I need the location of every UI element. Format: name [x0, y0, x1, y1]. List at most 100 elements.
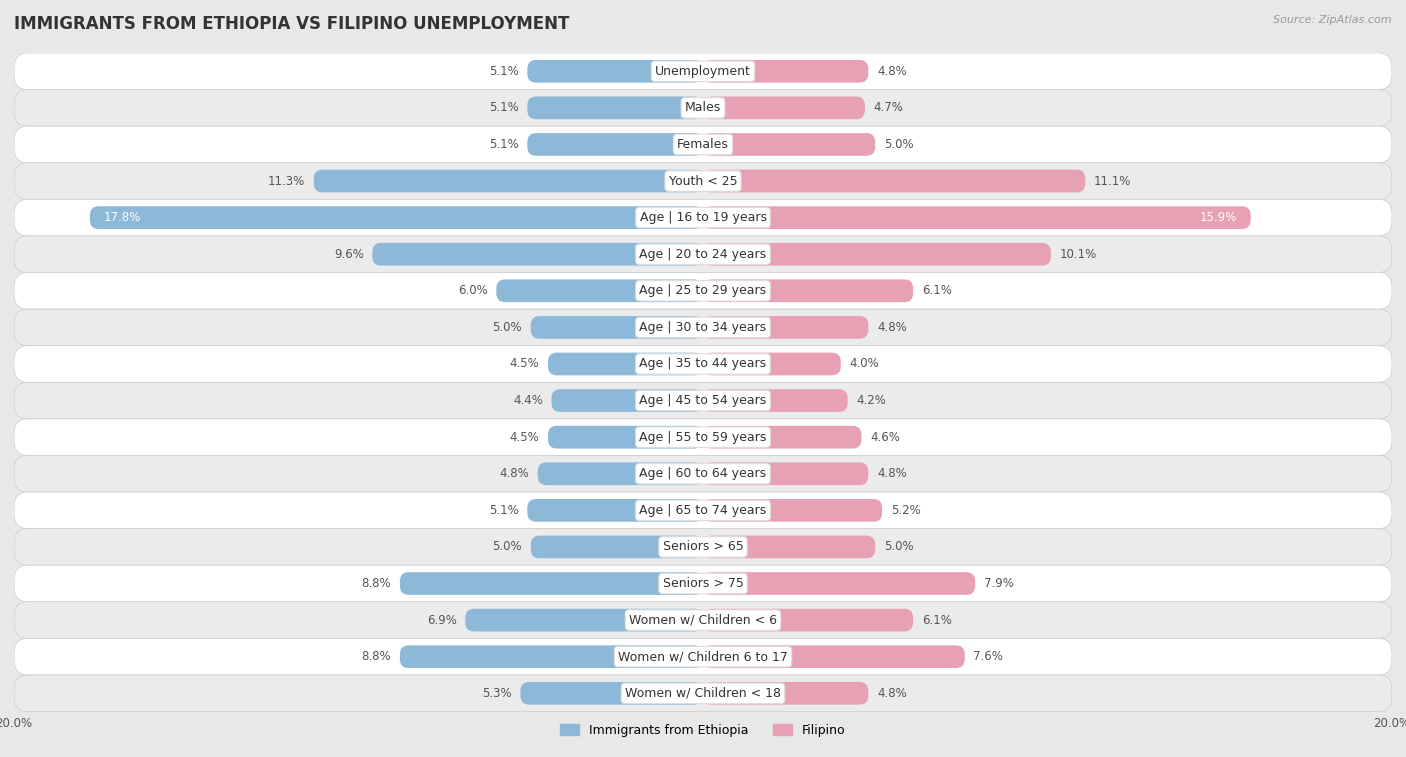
- FancyBboxPatch shape: [399, 646, 703, 668]
- Text: 4.5%: 4.5%: [509, 357, 540, 370]
- Text: 4.8%: 4.8%: [877, 65, 907, 78]
- Text: 9.6%: 9.6%: [333, 248, 364, 260]
- FancyBboxPatch shape: [703, 243, 1050, 266]
- Text: 4.8%: 4.8%: [877, 687, 907, 699]
- Text: 17.8%: 17.8%: [104, 211, 141, 224]
- Text: Age | 20 to 24 years: Age | 20 to 24 years: [640, 248, 766, 260]
- Text: 4.7%: 4.7%: [873, 101, 904, 114]
- FancyBboxPatch shape: [14, 163, 1392, 199]
- Text: Age | 35 to 44 years: Age | 35 to 44 years: [640, 357, 766, 370]
- FancyBboxPatch shape: [703, 682, 869, 705]
- Text: 5.1%: 5.1%: [489, 504, 519, 517]
- Text: Age | 25 to 29 years: Age | 25 to 29 years: [640, 285, 766, 298]
- Text: Age | 30 to 34 years: Age | 30 to 34 years: [640, 321, 766, 334]
- Text: 4.2%: 4.2%: [856, 394, 886, 407]
- Text: 5.1%: 5.1%: [489, 65, 519, 78]
- Text: 10.1%: 10.1%: [1060, 248, 1097, 260]
- FancyBboxPatch shape: [703, 353, 841, 375]
- FancyBboxPatch shape: [703, 170, 1085, 192]
- Text: 5.2%: 5.2%: [891, 504, 921, 517]
- FancyBboxPatch shape: [14, 236, 1392, 273]
- Text: 4.5%: 4.5%: [509, 431, 540, 444]
- FancyBboxPatch shape: [527, 499, 703, 522]
- FancyBboxPatch shape: [537, 463, 703, 485]
- Text: 15.9%: 15.9%: [1199, 211, 1237, 224]
- Text: 8.8%: 8.8%: [361, 650, 391, 663]
- FancyBboxPatch shape: [14, 675, 1392, 712]
- FancyBboxPatch shape: [14, 53, 1392, 89]
- FancyBboxPatch shape: [14, 309, 1392, 346]
- Text: 11.1%: 11.1%: [1094, 175, 1132, 188]
- FancyBboxPatch shape: [14, 346, 1392, 382]
- FancyBboxPatch shape: [14, 565, 1392, 602]
- FancyBboxPatch shape: [527, 97, 703, 119]
- Text: Women w/ Children < 6: Women w/ Children < 6: [628, 614, 778, 627]
- Text: 7.9%: 7.9%: [984, 577, 1014, 590]
- FancyBboxPatch shape: [703, 316, 869, 338]
- FancyBboxPatch shape: [548, 426, 703, 448]
- Text: IMMIGRANTS FROM ETHIOPIA VS FILIPINO UNEMPLOYMENT: IMMIGRANTS FROM ETHIOPIA VS FILIPINO UNE…: [14, 15, 569, 33]
- Text: 4.6%: 4.6%: [870, 431, 900, 444]
- FancyBboxPatch shape: [703, 389, 848, 412]
- Text: 7.6%: 7.6%: [973, 650, 1004, 663]
- FancyBboxPatch shape: [14, 382, 1392, 419]
- FancyBboxPatch shape: [703, 279, 912, 302]
- FancyBboxPatch shape: [14, 126, 1392, 163]
- FancyBboxPatch shape: [703, 572, 976, 595]
- Text: Age | 65 to 74 years: Age | 65 to 74 years: [640, 504, 766, 517]
- Text: 5.3%: 5.3%: [482, 687, 512, 699]
- Text: Age | 45 to 54 years: Age | 45 to 54 years: [640, 394, 766, 407]
- Text: 4.8%: 4.8%: [877, 467, 907, 480]
- FancyBboxPatch shape: [496, 279, 703, 302]
- FancyBboxPatch shape: [703, 536, 875, 558]
- Text: 5.1%: 5.1%: [489, 101, 519, 114]
- Text: 6.0%: 6.0%: [458, 285, 488, 298]
- Text: Youth < 25: Youth < 25: [669, 175, 737, 188]
- Text: 6.9%: 6.9%: [427, 614, 457, 627]
- FancyBboxPatch shape: [703, 646, 965, 668]
- FancyBboxPatch shape: [703, 207, 1251, 229]
- FancyBboxPatch shape: [531, 316, 703, 338]
- FancyBboxPatch shape: [399, 572, 703, 595]
- Text: Males: Males: [685, 101, 721, 114]
- FancyBboxPatch shape: [703, 426, 862, 448]
- FancyBboxPatch shape: [90, 207, 703, 229]
- FancyBboxPatch shape: [520, 682, 703, 705]
- FancyBboxPatch shape: [14, 456, 1392, 492]
- FancyBboxPatch shape: [14, 528, 1392, 565]
- Text: Age | 60 to 64 years: Age | 60 to 64 years: [640, 467, 766, 480]
- Text: Females: Females: [678, 138, 728, 151]
- FancyBboxPatch shape: [373, 243, 703, 266]
- Text: 4.8%: 4.8%: [499, 467, 529, 480]
- FancyBboxPatch shape: [703, 463, 869, 485]
- Text: Unemployment: Unemployment: [655, 65, 751, 78]
- Text: Women w/ Children < 18: Women w/ Children < 18: [626, 687, 780, 699]
- FancyBboxPatch shape: [14, 199, 1392, 236]
- Text: Seniors > 65: Seniors > 65: [662, 540, 744, 553]
- FancyBboxPatch shape: [14, 419, 1392, 456]
- FancyBboxPatch shape: [465, 609, 703, 631]
- FancyBboxPatch shape: [14, 492, 1392, 528]
- Text: 5.1%: 5.1%: [489, 138, 519, 151]
- FancyBboxPatch shape: [14, 273, 1392, 309]
- FancyBboxPatch shape: [527, 60, 703, 83]
- FancyBboxPatch shape: [14, 638, 1392, 675]
- FancyBboxPatch shape: [703, 60, 869, 83]
- Text: 11.3%: 11.3%: [269, 175, 305, 188]
- FancyBboxPatch shape: [527, 133, 703, 156]
- Text: 8.8%: 8.8%: [361, 577, 391, 590]
- Text: 5.0%: 5.0%: [492, 321, 522, 334]
- Text: 4.4%: 4.4%: [513, 394, 543, 407]
- FancyBboxPatch shape: [551, 389, 703, 412]
- FancyBboxPatch shape: [531, 536, 703, 558]
- FancyBboxPatch shape: [14, 602, 1392, 638]
- Text: Age | 55 to 59 years: Age | 55 to 59 years: [640, 431, 766, 444]
- Text: Age | 16 to 19 years: Age | 16 to 19 years: [640, 211, 766, 224]
- Text: 5.0%: 5.0%: [492, 540, 522, 553]
- Text: 4.0%: 4.0%: [849, 357, 879, 370]
- Text: Source: ZipAtlas.com: Source: ZipAtlas.com: [1274, 15, 1392, 25]
- Text: 5.0%: 5.0%: [884, 138, 914, 151]
- Legend: Immigrants from Ethiopia, Filipino: Immigrants from Ethiopia, Filipino: [555, 718, 851, 742]
- FancyBboxPatch shape: [314, 170, 703, 192]
- Text: Women w/ Children 6 to 17: Women w/ Children 6 to 17: [619, 650, 787, 663]
